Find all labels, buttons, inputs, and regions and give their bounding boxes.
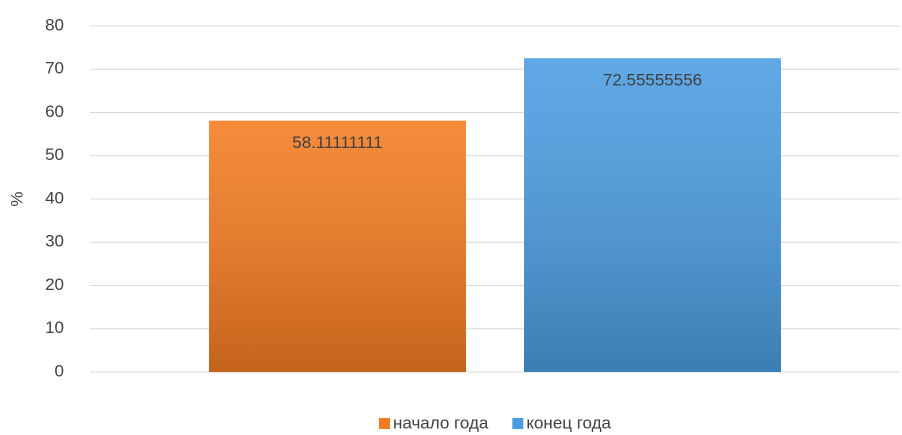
y-tick-label: 0 bbox=[55, 361, 64, 380]
legend-swatch bbox=[378, 418, 390, 429]
legend-label: начало года bbox=[393, 413, 489, 432]
y-tick-label: 40 bbox=[45, 188, 64, 207]
y-tick-label: 30 bbox=[45, 232, 64, 251]
bar-shade bbox=[209, 120, 466, 373]
y-tick-label: 60 bbox=[45, 102, 64, 121]
y-tick-label: 50 bbox=[45, 145, 64, 164]
y-tick-label: 80 bbox=[45, 15, 64, 34]
y-tick-label: 70 bbox=[45, 59, 64, 78]
y-axis-label: % bbox=[7, 191, 26, 206]
data-label: 58.11111111 bbox=[292, 133, 382, 152]
legend-label: конец года bbox=[526, 413, 611, 432]
y-tick-label: 10 bbox=[45, 318, 64, 337]
y-tick-label: 20 bbox=[45, 275, 64, 294]
data-label: 72.55555556 bbox=[603, 71, 702, 90]
bar-shade bbox=[524, 58, 781, 372]
legend-swatch bbox=[512, 418, 524, 429]
